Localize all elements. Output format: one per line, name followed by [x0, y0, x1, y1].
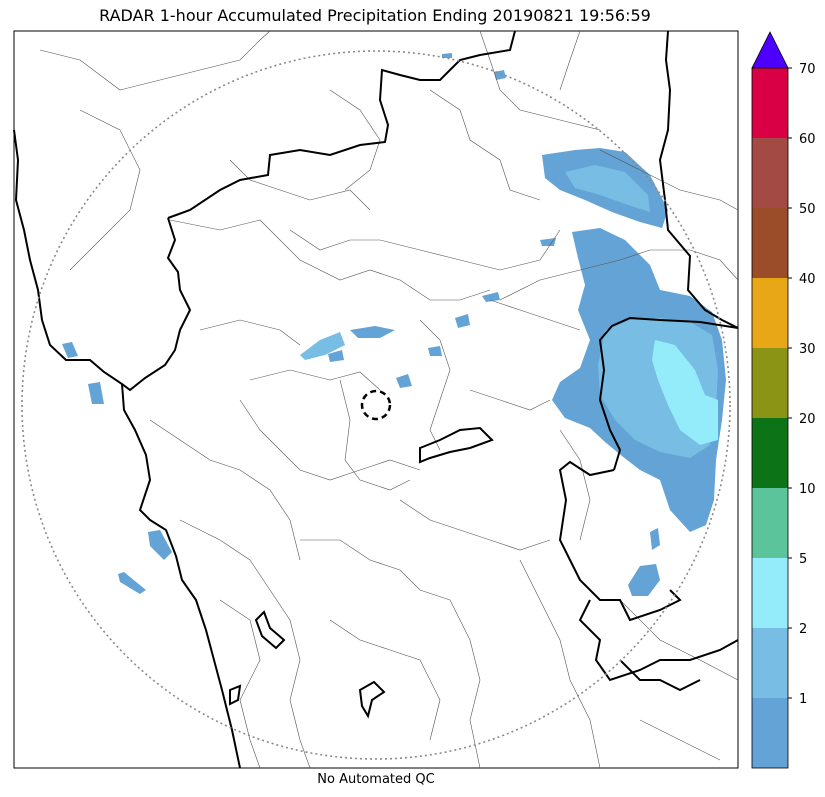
qc-note: No Automated QC [317, 772, 435, 787]
precip-cell-north-2 [442, 53, 452, 58]
enclave-south-1 [254, 610, 286, 650]
precip-cell-central-5 [396, 374, 412, 388]
precip-cell-northeast-core [565, 165, 650, 212]
precip-cell-west-4 [118, 572, 146, 594]
precip-cell-southeast-1 [628, 564, 660, 596]
state-border-north-west [167, 30, 516, 219]
precip-cell-west-2 [88, 382, 104, 404]
enclave-central [419, 426, 494, 464]
state-boundaries [13, 30, 739, 769]
district-boundaries [39, 30, 739, 769]
precip-cell-central-7 [328, 350, 344, 362]
state-border-southeast [578, 599, 739, 682]
map-title: RADAR 1-hour Accumulated Precipitation E… [99, 6, 651, 25]
precip-cell-central-4 [482, 292, 500, 302]
precip-cell-central-2 [350, 326, 395, 338]
precip-cell-west-1 [62, 342, 78, 358]
state-border-northeast [658, 30, 739, 329]
state-border-southeast-2 [619, 659, 701, 692]
state-border-east-loop [598, 316, 739, 471]
precip-cell-west-3 [148, 530, 172, 560]
precip-cell-central-8 [540, 238, 556, 246]
precipitation-layer [62, 53, 726, 596]
enclave-south-2 [358, 680, 386, 719]
precip-cell-southeast-2 [650, 528, 660, 550]
enclave-south-3 [229, 684, 242, 706]
precip-cell-east-core [652, 340, 718, 445]
radar-range-ring [21, 50, 731, 760]
state-border-west-inner [121, 217, 192, 392]
precip-cell-central-3 [455, 314, 470, 328]
state-border-east-inner [558, 460, 682, 622]
precip-cell-central-1 [300, 332, 345, 360]
radar-site-marker [360, 389, 392, 421]
coastline-west [13, 129, 241, 769]
precip-cell-central-6 [428, 346, 442, 356]
